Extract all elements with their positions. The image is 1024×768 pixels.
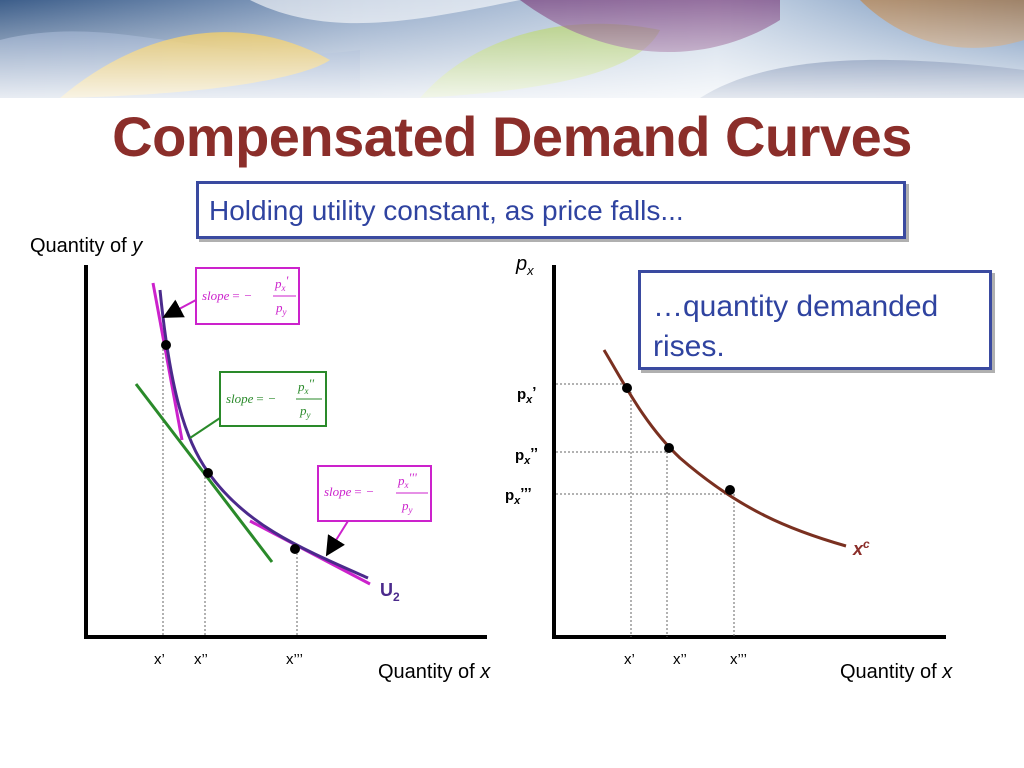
left-x-tick-3: x’’’: [286, 651, 303, 668]
left-graph: Quantity of y Quantity of x U2 x’ x’’ x’…: [30, 235, 491, 683]
curve-label-xc: xc: [852, 537, 870, 559]
right-y-axis-label: px: [515, 253, 534, 278]
left-x-tick-1: x’: [154, 651, 165, 668]
tangency-point-2: [203, 468, 213, 478]
svg-text:slope= −: slope = −: [226, 391, 276, 406]
svg-text:py: py: [275, 300, 287, 317]
slope-box-2-pointer: [189, 417, 221, 439]
tangency-point-3: [290, 544, 300, 554]
svg-text:px''': px''': [397, 470, 417, 490]
callout-holding-text: Holding utility constant, as price falls…: [209, 195, 684, 226]
slope-box-1: slope = − px' py: [195, 267, 300, 325]
svg-text:px'': px'': [297, 376, 314, 396]
right-x-axis-label: Quantity of x: [840, 661, 953, 683]
price-tick-2: px’’: [515, 445, 538, 467]
slide-title: Compensated Demand Curves: [112, 105, 912, 168]
left-x-tick-2: x’’: [194, 651, 208, 668]
left-y-axis-label: Quantity of y: [30, 235, 143, 257]
tangent-line-1: [151, 282, 184, 441]
demand-point-3: [725, 485, 735, 495]
slope-box-1-pointer: [162, 299, 197, 318]
indifference-curve-u2: [158, 289, 369, 580]
price-tick-3: px’’’: [505, 485, 532, 507]
svg-text:slope= −: slope = −: [324, 484, 374, 499]
svg-text:py: py: [401, 498, 413, 515]
callout-quantity-rises: …quantity demanded rises.: [638, 270, 992, 370]
svg-text:px': px': [274, 273, 289, 293]
header-banner: [0, 0, 1024, 98]
right-x-tick-1: x’: [624, 651, 635, 668]
slope-box-3: slope = − px''' py: [317, 465, 432, 522]
curve-label-u2: U2: [380, 580, 400, 604]
tangency-point-1: [161, 340, 171, 350]
right-graph: px Quantity of x xc px’ px’’ px’’’: [505, 253, 953, 683]
right-x-tick-3: x’’’: [730, 651, 747, 668]
left-x-axis-label: Quantity of x: [378, 661, 491, 683]
demand-point-1: [622, 383, 632, 393]
callout-rises-line1: …quantity demanded: [653, 290, 939, 323]
svg-text:py: py: [299, 403, 311, 420]
svg-text:slope= −: slope = −: [202, 288, 252, 303]
price-tick-1: px’: [517, 384, 536, 406]
slope-box-2: slope = − px'' py: [219, 371, 327, 427]
slope-box-3-pointer: [325, 520, 349, 557]
right-x-tick-2: x’’: [673, 651, 687, 668]
compensated-demand-curve: [602, 349, 847, 548]
callout-rises-line2: rises.: [653, 330, 725, 363]
callout-holding-utility: Holding utility constant, as price falls…: [196, 181, 906, 239]
demand-point-2: [664, 443, 674, 453]
